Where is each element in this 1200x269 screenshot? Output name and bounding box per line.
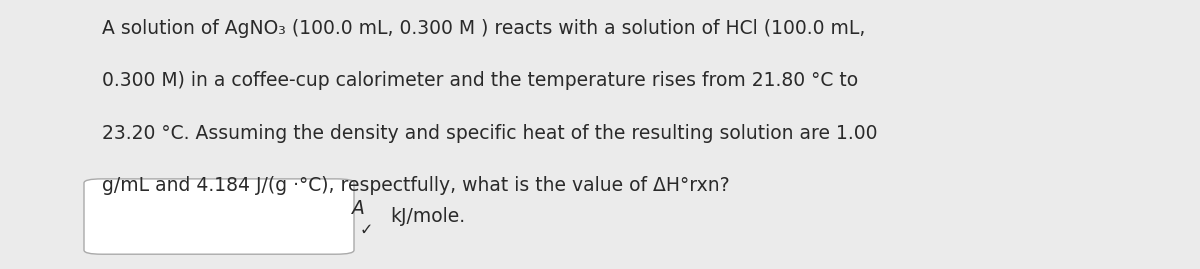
Text: g/mL and 4.184 J/(g ·°C), respectfully, what is the value of ΔH°rxn?: g/mL and 4.184 J/(g ·°C), respectfully, … xyxy=(102,176,730,195)
Text: 0.300 M) in a coffee-cup calorimeter and the temperature rises from 21.80 °C to: 0.300 M) in a coffee-cup calorimeter and… xyxy=(102,71,858,90)
Text: 23.20 °C. Assuming the density and specific heat of the resulting solution are 1: 23.20 °C. Assuming the density and speci… xyxy=(102,124,877,143)
Text: A: A xyxy=(352,199,365,218)
Text: A solution of AgNO₃ (100.0 mL, 0.300 M ) reacts with a solution of HCl (100.0 mL: A solution of AgNO₃ (100.0 mL, 0.300 M )… xyxy=(102,19,865,38)
Text: kJ/mole.: kJ/mole. xyxy=(390,207,466,226)
Text: ✓: ✓ xyxy=(360,222,373,238)
FancyBboxPatch shape xyxy=(84,179,354,254)
